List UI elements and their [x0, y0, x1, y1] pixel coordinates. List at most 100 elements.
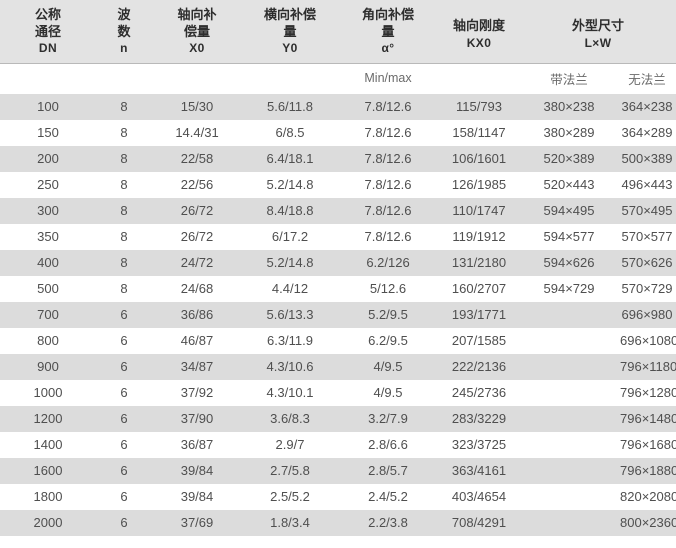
subheader-cell-x0: [152, 62, 242, 94]
cell-noflange: 570×729: [618, 275, 676, 302]
cell-n: 8: [96, 275, 152, 302]
cell-alpha: 4/9.5: [338, 353, 438, 380]
cell-flange: 594×495: [520, 197, 618, 224]
header-row-sub: Min/max 带法兰 无法兰: [0, 62, 676, 94]
cell-alpha: 7.8/12.6: [338, 197, 438, 224]
cell-kx0: 160/2707: [438, 275, 520, 302]
cell-flange: [520, 405, 618, 432]
header-line-n-1: 波: [117, 7, 131, 22]
cell-noflange: 796×1880: [618, 457, 676, 484]
cell-kx0: 131/2180: [438, 249, 520, 276]
cell-noflange: 696×980: [618, 301, 676, 328]
cell-dn: 300: [0, 197, 96, 224]
cell-n: 8: [96, 145, 152, 172]
cell-x0: 37/92: [152, 379, 242, 406]
cell-n: 8: [96, 249, 152, 276]
cell-alpha: 6.2/126: [338, 249, 438, 276]
header-code-y0: Y0: [282, 41, 298, 56]
cell-x0: 37/90: [152, 405, 242, 432]
header-cell-alpha: 角向补偿 量 α°: [338, 0, 438, 64]
cell-n: 6: [96, 379, 152, 406]
cell-flange: 594×729: [520, 275, 618, 302]
cell-alpha: 7.8/12.6: [338, 223, 438, 250]
cell-n: 6: [96, 353, 152, 380]
header-line-dimensions: 外型尺寸: [572, 18, 625, 33]
cell-flange: [520, 301, 618, 328]
table-row: 1200 6 37/90 3.6/8.3 3.2/7.9 283/3229 796×1480: [0, 405, 676, 432]
header-cell-kx0: 轴向刚度 KX0: [438, 0, 520, 64]
header-cell-dimensions-group: 外型尺寸 L×W: [520, 0, 676, 64]
cell-n: 8: [96, 223, 152, 250]
cell-n: 6: [96, 431, 152, 458]
table-row: 1600 6 39/84 2.7/5.8 2.8/5.7 363/4161 796×1880: [0, 457, 676, 484]
cell-alpha: 7.8/12.6: [338, 93, 438, 120]
cell-n: 6: [96, 509, 152, 536]
cell-dn: 1000: [0, 379, 96, 406]
table-row: 1400 6 36/87 2.9/7 2.8/6.6 323/3725 796×1680: [0, 431, 676, 458]
table-row: 1800 6 39/84 2.5/5.2 2.4/5.2 403/4654 820×2080: [0, 483, 676, 510]
header-cell-n: 波 数 n: [96, 0, 152, 64]
cell-x0: 36/87: [152, 431, 242, 458]
cell-n: 6: [96, 483, 152, 510]
header-code-kx0: KX0: [466, 35, 492, 50]
cell-y0: 2.9/7: [242, 431, 338, 458]
header-cell-dn: 公称 通径 DN: [0, 0, 96, 64]
cell-flange: [520, 431, 618, 458]
cell-noflange: 500×389: [618, 145, 676, 172]
cell-dn: 2000: [0, 509, 96, 536]
cell-kx0: 323/3725: [438, 431, 520, 458]
cell-noflange: 820×2080: [618, 483, 676, 510]
cell-dn: 250: [0, 171, 96, 198]
cell-n: 8: [96, 93, 152, 120]
cell-alpha: 7.8/12.6: [338, 119, 438, 146]
cell-y0: 6/17.2: [242, 223, 338, 250]
cell-y0: 5.6/13.3: [242, 301, 338, 328]
cell-kx0: 403/4654: [438, 483, 520, 510]
cell-dn: 700: [0, 301, 96, 328]
cell-y0: 8.4/18.8: [242, 197, 338, 224]
cell-alpha: 4/9.5: [338, 379, 438, 406]
cell-n: 8: [96, 171, 152, 198]
cell-alpha: 3.2/7.9: [338, 405, 438, 432]
table-row: 350 8 26/72 6/17.2 7.8/12.6 119/1912 594×577 57…: [0, 223, 676, 250]
cell-alpha: 7.8/12.6: [338, 171, 438, 198]
cell-flange: [520, 353, 618, 380]
cell-flange: 594×577: [520, 223, 618, 250]
cell-dn: 1200: [0, 405, 96, 432]
cell-x0: 36/86: [152, 301, 242, 328]
subheader-cell-kx0: [438, 62, 520, 94]
cell-y0: 2.7/5.8: [242, 457, 338, 484]
cell-alpha: 7.8/12.6: [338, 145, 438, 172]
cell-y0: 2.5/5.2: [242, 483, 338, 510]
subheader-cell-without-flange: 无法兰: [618, 62, 676, 94]
cell-x0: 24/68: [152, 275, 242, 302]
table-row: 700 6 36/86 5.6/13.3 5.2/9.5 193/1771 696×980: [0, 301, 676, 328]
subheader-cell-with-flange: 带法兰: [520, 62, 618, 94]
cell-kx0: 115/793: [438, 93, 520, 120]
cell-dn: 100: [0, 93, 96, 120]
table-row: 150 8 14.4/31 6/8.5 7.8/12.6 158/1147 380×289 3…: [0, 119, 676, 146]
cell-y0: 5.6/11.8: [242, 93, 338, 120]
cell-x0: 22/58: [152, 145, 242, 172]
cell-x0: 34/87: [152, 353, 242, 380]
header-line-x0-1: 轴向补: [177, 7, 217, 22]
cell-alpha: 2.2/3.8: [338, 509, 438, 536]
table-row: 500 8 24/68 4.4/12 5/12.6 160/2707 594×729 570×…: [0, 275, 676, 302]
cell-n: 8: [96, 119, 152, 146]
table-row: 300 8 26/72 8.4/18.8 7.8/12.6 110/1747 594×495…: [0, 197, 676, 224]
cell-dn: 1800: [0, 483, 96, 510]
cell-kx0: 207/1585: [438, 327, 520, 354]
header-line-alpha-2: 量: [381, 23, 395, 39]
cell-alpha: 5.2/9.5: [338, 301, 438, 328]
cell-kx0: 126/1985: [438, 171, 520, 198]
cell-flange: 380×289: [520, 119, 618, 146]
cell-flange: [520, 379, 618, 406]
cell-kx0: 708/4291: [438, 509, 520, 536]
cell-flange: 520×443: [520, 171, 618, 198]
cell-x0: 22/56: [152, 171, 242, 198]
cell-y0: 4.3/10.1: [242, 379, 338, 406]
cell-flange: 520×389: [520, 145, 618, 172]
cell-kx0: 222/2136: [438, 353, 520, 380]
cell-y0: 5.2/14.8: [242, 249, 338, 276]
cell-noflange: 570×577: [618, 223, 676, 250]
